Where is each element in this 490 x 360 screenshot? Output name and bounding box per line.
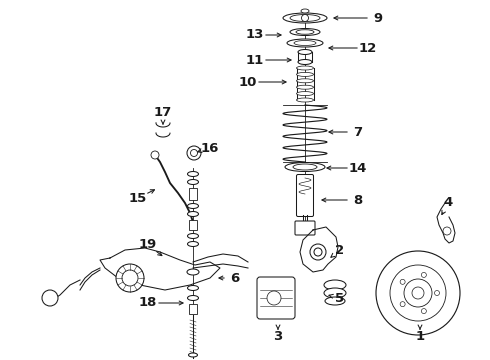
Ellipse shape [296,66,314,70]
FancyBboxPatch shape [257,277,295,319]
Text: 9: 9 [373,12,383,24]
Ellipse shape [293,164,317,170]
Ellipse shape [285,162,325,171]
Circle shape [42,290,58,306]
Ellipse shape [296,85,314,89]
Text: 17: 17 [154,107,172,120]
Ellipse shape [296,79,314,83]
Circle shape [404,279,432,307]
Text: 8: 8 [353,194,363,207]
Circle shape [301,14,309,22]
Ellipse shape [188,285,198,291]
Circle shape [314,248,322,256]
Circle shape [435,291,440,296]
Ellipse shape [188,242,198,247]
FancyBboxPatch shape [296,175,314,216]
Circle shape [310,244,326,260]
Ellipse shape [298,59,312,64]
Circle shape [421,309,426,314]
Ellipse shape [325,297,345,305]
Text: 6: 6 [230,271,240,284]
Circle shape [443,227,451,235]
FancyBboxPatch shape [295,221,315,235]
Ellipse shape [324,288,346,298]
Ellipse shape [187,269,199,275]
Text: 16: 16 [201,141,219,154]
Circle shape [267,291,281,305]
Ellipse shape [287,39,323,47]
FancyBboxPatch shape [189,188,197,200]
Text: 5: 5 [336,292,344,305]
Circle shape [122,270,138,286]
Text: 12: 12 [359,41,377,54]
Ellipse shape [294,40,316,45]
Circle shape [376,251,460,335]
Ellipse shape [290,28,320,36]
Ellipse shape [188,234,198,238]
Text: 1: 1 [416,330,424,343]
FancyBboxPatch shape [189,304,197,314]
Text: 7: 7 [353,126,363,139]
Ellipse shape [188,171,198,176]
Circle shape [187,146,201,160]
Ellipse shape [301,9,309,13]
Ellipse shape [290,14,320,22]
Ellipse shape [188,180,198,184]
Ellipse shape [189,353,197,357]
Circle shape [191,149,197,157]
Ellipse shape [296,91,314,96]
Text: 14: 14 [349,162,367,175]
FancyBboxPatch shape [189,220,197,230]
Ellipse shape [296,72,314,76]
Ellipse shape [298,49,312,54]
Text: 19: 19 [139,238,157,252]
Ellipse shape [283,13,327,23]
Text: 10: 10 [239,76,257,89]
Circle shape [400,279,405,284]
Ellipse shape [188,211,198,216]
Text: 4: 4 [443,197,453,210]
Text: 13: 13 [246,28,264,41]
Circle shape [151,151,159,159]
Circle shape [412,287,424,299]
Circle shape [390,265,446,321]
Text: 18: 18 [139,297,157,310]
Circle shape [116,264,144,292]
Text: 3: 3 [273,330,283,343]
Ellipse shape [296,30,314,34]
Ellipse shape [324,280,346,290]
Circle shape [400,302,405,307]
Text: 15: 15 [129,192,147,204]
Ellipse shape [188,203,198,208]
Text: 2: 2 [336,243,344,256]
Ellipse shape [296,98,314,102]
Text: 11: 11 [246,54,264,67]
Circle shape [421,273,426,278]
Ellipse shape [188,296,198,301]
